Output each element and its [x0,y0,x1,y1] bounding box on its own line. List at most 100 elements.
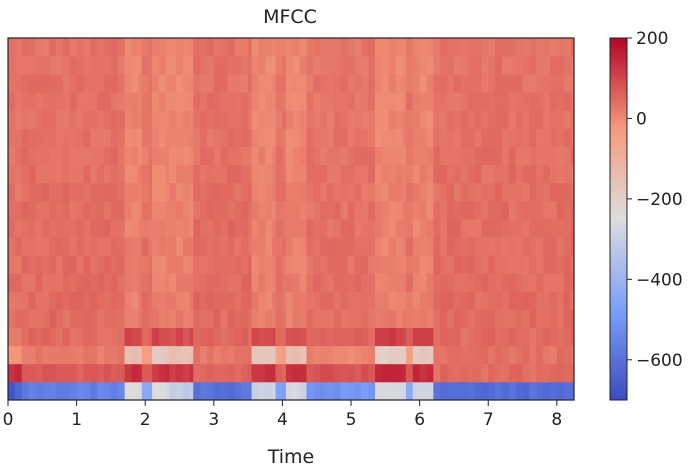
heatmap-cell [447,56,455,75]
heatmap-cell [388,128,397,147]
heatmap-cell [388,200,397,220]
heatmap-cell [148,327,153,347]
heatmap-cell [169,381,177,401]
colorbar-tick-label: −400 [636,270,683,290]
heatmap-cell [347,219,355,238]
heatmap-cell [131,74,139,93]
heatmap-cell [176,38,184,57]
heatmap-cell [340,110,348,129]
heatmap-cell [272,363,276,383]
heatmap-cell [117,237,126,256]
heatmap-cell [395,255,403,274]
heatmap-cell [306,345,314,365]
heatmap-cell [110,92,119,111]
heatmap-cell [460,291,469,310]
heatmap-cell [169,164,177,184]
heatmap-cell [467,273,475,292]
heatmap-cell [141,309,150,328]
heatmap-cell [501,110,510,129]
heatmap-cell [251,146,259,166]
heatmap-cell [152,255,160,274]
heatmap-cell [49,381,57,401]
heatmap-cell [282,255,287,274]
heatmap-cell [220,291,228,310]
heatmap-cell [251,345,259,365]
heatmap-cell [522,273,530,292]
heatmap-cell [193,38,201,57]
heatmap-cell [299,345,307,365]
heatmap-cell [104,381,112,401]
heatmap-cell [549,273,558,292]
heatmap-cell [453,164,462,184]
heatmap-cell [460,381,469,401]
heatmap-cell [354,128,362,147]
heatmap-cell [165,38,170,57]
heatmap-cell [488,381,496,401]
heatmap-cell [131,219,139,238]
heatmap-cell [83,38,91,57]
heatmap-cell [354,219,362,238]
heatmap-cell [433,182,441,202]
heatmap-cell [488,182,496,202]
heatmap-cell [141,273,150,292]
heatmap-cell [35,345,43,365]
heatmap-cell [570,381,575,401]
heatmap-cell [333,219,342,238]
heatmap-cell [340,237,348,256]
heatmap-cell [8,237,16,256]
heatmap-cell [347,291,355,310]
heatmap-cell [8,92,16,111]
heatmap-cell [347,273,355,292]
heatmap-cell [124,291,132,310]
heatmap-cell [234,363,242,383]
heatmap-cell [152,237,160,256]
heatmap-cell [110,38,119,57]
heatmap-cell [117,38,126,57]
heatmap-cell [141,345,150,365]
heatmap-cell [340,219,348,238]
heatmap-cell [56,38,64,57]
heatmap-cell [110,327,119,347]
heatmap-cell [381,237,390,256]
heatmap-cell [265,128,273,147]
heatmap-cell [467,200,475,220]
heatmap-cell [49,219,57,238]
heatmap-cell [481,237,489,256]
heatmap-cell [447,146,455,166]
heatmap-cell [508,164,517,184]
heatmap-cell [104,219,112,238]
heatmap-cell [62,92,71,111]
heatmap-cell [42,164,50,184]
heatmap-cell [320,110,328,129]
heatmap-cell [426,327,434,347]
heatmap-cell [347,327,355,347]
heatmap-cell [405,92,414,111]
heatmap-cell [361,345,369,365]
heatmap-cell [549,110,558,129]
heatmap-cell [124,363,132,383]
heatmap-cell [169,200,177,220]
heatmap-cell [306,237,314,256]
heatmap-cell [193,237,201,256]
heatmap-cell [42,363,50,383]
heatmap-cell [21,110,29,129]
heatmap-cell [165,345,170,365]
heatmap-cell [488,345,496,365]
heatmap-cell [333,255,342,274]
heatmap-cell [570,110,575,129]
heatmap-cell [165,200,170,220]
heatmap-cell [241,255,249,274]
heatmap-cell [440,182,448,202]
heatmap-cell [402,327,407,347]
heatmap-cell [467,38,475,57]
heatmap-cell [131,237,139,256]
heatmap-cell [110,56,119,75]
heatmap-cell [433,128,441,147]
heatmap-cell [220,110,228,129]
heatmap-cell [354,237,362,256]
heatmap-cell [148,291,153,310]
heatmap-cell [265,381,273,401]
heatmap-cell [42,38,50,57]
heatmap-cell [227,110,235,129]
heatmap-cell [21,345,29,365]
